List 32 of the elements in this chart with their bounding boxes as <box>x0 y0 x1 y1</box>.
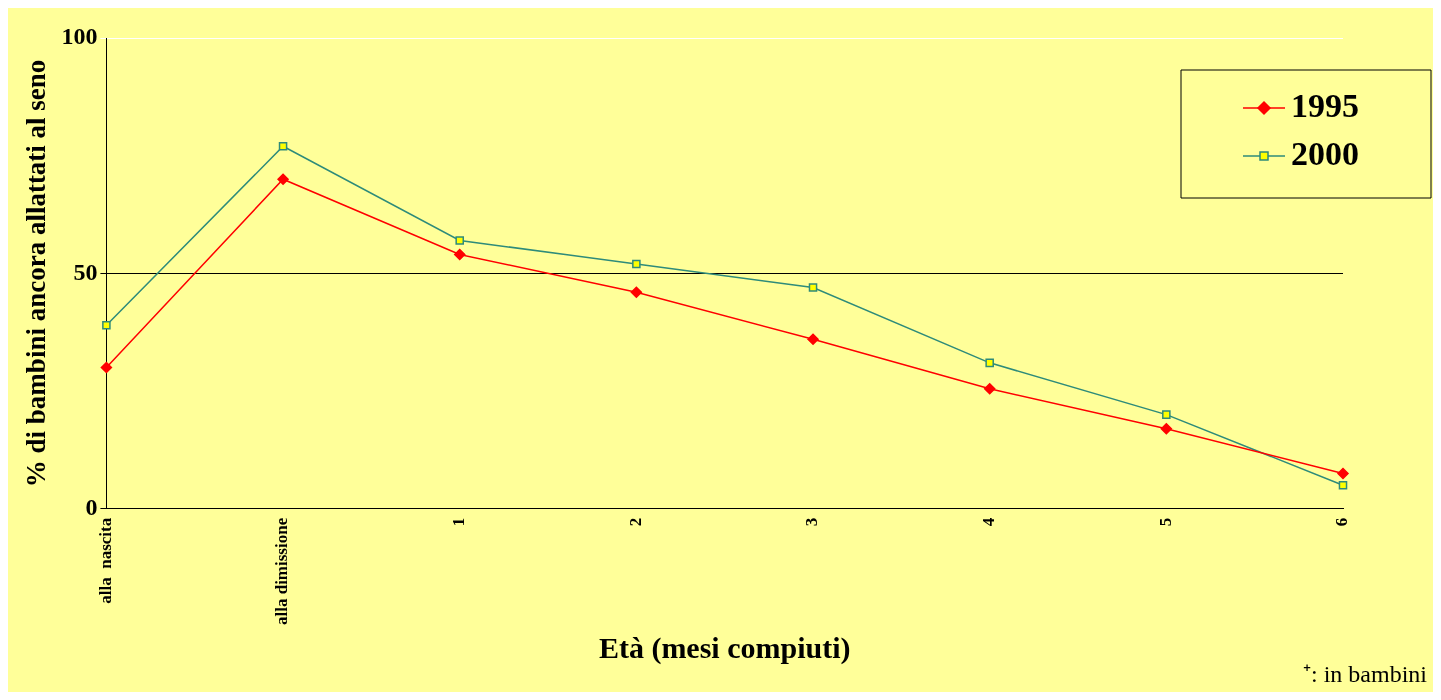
x-tick-label: 2 <box>625 517 645 527</box>
point <box>453 248 466 261</box>
point <box>985 358 994 368</box>
y-tick-label: 100 <box>61 23 98 50</box>
x-tick-label: 1 <box>449 517 469 527</box>
text: ⁺: in bambini <box>1303 661 1428 688</box>
point <box>455 236 464 245</box>
point <box>277 173 289 185</box>
point <box>808 283 818 292</box>
point <box>1338 480 1348 490</box>
x-tick-label: 5 <box>1155 517 1175 527</box>
y-axis-title: % di bambini ancora allattati al seno <box>21 59 52 488</box>
y-tick-label: 0 <box>85 493 98 520</box>
x-tick-label: 3 <box>802 517 822 527</box>
x-axis-title: Età (mesi compiuti) <box>598 630 851 665</box>
legend-label: 2000 <box>1291 134 1359 172</box>
point <box>1337 467 1349 480</box>
point <box>632 259 641 269</box>
point <box>102 320 111 330</box>
y-tick-label: 50 <box>73 258 98 285</box>
legend-label: 1995 <box>1291 86 1359 124</box>
point <box>630 286 643 298</box>
x-tick-label: alla dimissione <box>272 517 292 626</box>
point <box>100 361 113 374</box>
point <box>1162 410 1171 419</box>
point <box>807 333 819 346</box>
point <box>1160 423 1173 435</box>
point <box>278 142 288 151</box>
point <box>983 382 996 395</box>
x-tick-label: 4 <box>979 517 999 527</box>
x-tick-label: 6 <box>1332 517 1352 527</box>
x-tick-label: alla nascita <box>95 517 115 604</box>
